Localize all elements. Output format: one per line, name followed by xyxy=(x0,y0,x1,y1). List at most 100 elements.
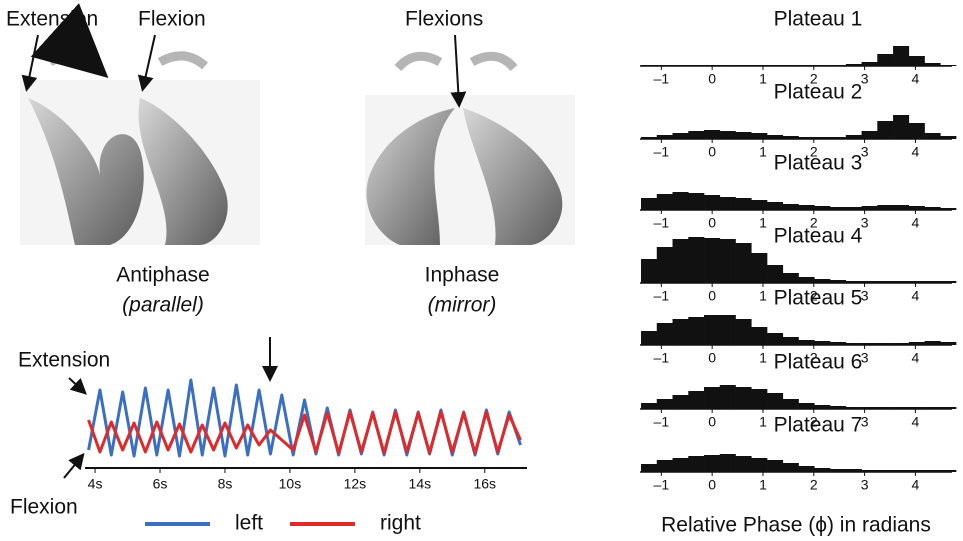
bar xyxy=(767,393,784,409)
bar xyxy=(672,239,689,283)
x-tick-label: –1 xyxy=(654,288,670,304)
x-tick-label: 1 xyxy=(759,215,767,231)
bar xyxy=(924,281,941,283)
bar xyxy=(782,273,799,283)
bar xyxy=(830,137,847,139)
bar xyxy=(688,237,705,283)
bar xyxy=(924,341,941,345)
x-tick-label: 1 xyxy=(759,414,767,430)
x-tick-label: 4 xyxy=(912,414,920,430)
histogram-title: Plateau 3 xyxy=(774,152,863,175)
bar xyxy=(893,205,910,210)
bar xyxy=(861,343,878,345)
x-tick-label: 2 xyxy=(810,71,818,87)
bar xyxy=(924,407,941,409)
bar xyxy=(798,403,815,409)
x-tick-label: 0 xyxy=(708,350,716,366)
bar xyxy=(845,469,862,472)
bar xyxy=(861,62,878,66)
x-tick-label: 14s xyxy=(409,476,432,492)
bar xyxy=(861,281,878,283)
label: Flexions xyxy=(405,8,483,31)
x-tick-label: 4 xyxy=(912,350,920,366)
bar xyxy=(719,239,736,283)
bar xyxy=(782,399,799,409)
bar xyxy=(641,259,658,283)
bar xyxy=(656,247,673,283)
bar xyxy=(656,194,673,210)
bar xyxy=(830,280,847,283)
x-tick-label: 0 xyxy=(708,477,716,493)
x-tick-label: 2 xyxy=(810,215,818,231)
x-tick-label: 4s xyxy=(88,476,103,492)
x-tick-label: 0 xyxy=(708,288,716,304)
bar xyxy=(814,468,831,472)
x-tick-label: 2 xyxy=(810,414,818,430)
bar xyxy=(688,193,705,210)
bar xyxy=(767,460,784,472)
bar xyxy=(908,123,925,139)
bar xyxy=(814,341,831,345)
bar xyxy=(782,463,799,472)
bar xyxy=(845,281,862,283)
bar xyxy=(845,343,862,345)
label: (mirror) xyxy=(428,294,497,317)
label: Inphase xyxy=(425,264,500,287)
bar xyxy=(830,342,847,345)
x-tick-label: 2 xyxy=(810,288,818,304)
x-tick-label: 3 xyxy=(861,477,869,493)
bar xyxy=(767,333,784,345)
bar xyxy=(688,456,705,472)
bar xyxy=(845,207,862,210)
x-tick-label: 1 xyxy=(759,288,767,304)
bar xyxy=(940,281,957,283)
legend-label: left xyxy=(235,512,263,535)
x-tick-label: 1 xyxy=(759,144,767,160)
x-tick-label: 3 xyxy=(861,350,869,366)
bar xyxy=(641,137,658,139)
bar xyxy=(782,204,799,210)
bar xyxy=(924,207,941,210)
bar xyxy=(798,205,815,210)
bar xyxy=(735,456,752,472)
bar xyxy=(688,391,705,409)
bar xyxy=(782,136,799,139)
bar xyxy=(719,454,736,472)
bar xyxy=(877,470,894,472)
bar xyxy=(893,281,910,283)
histogram-title: Plateau 6 xyxy=(774,351,863,374)
bar xyxy=(893,46,910,66)
x-tick-label: 0 xyxy=(708,414,716,430)
bar xyxy=(798,137,815,139)
bar xyxy=(877,205,894,210)
x-tick-label: 12s xyxy=(344,476,367,492)
hand-photos xyxy=(20,3,575,479)
bar xyxy=(751,389,768,409)
x-tick-label: –1 xyxy=(654,71,670,87)
bar xyxy=(641,403,658,409)
legend-label: right xyxy=(380,512,421,535)
bar xyxy=(704,455,721,472)
bar xyxy=(704,195,721,210)
bar xyxy=(877,343,894,345)
bar xyxy=(798,340,815,345)
bar xyxy=(893,407,910,409)
bar xyxy=(814,137,831,139)
bar xyxy=(751,133,768,139)
bar xyxy=(704,130,721,139)
bar xyxy=(735,387,752,409)
bar xyxy=(672,319,689,345)
bar xyxy=(908,342,925,345)
bar xyxy=(751,253,768,283)
bar xyxy=(767,135,784,139)
bar xyxy=(735,132,752,139)
x-tick-label: 10s xyxy=(279,476,302,492)
bar xyxy=(672,458,689,472)
x-tick-label: 3 xyxy=(861,144,869,160)
bar xyxy=(767,265,784,283)
bar xyxy=(641,198,658,210)
bar xyxy=(893,343,910,345)
x-tick-label: 1 xyxy=(759,71,767,87)
bar xyxy=(672,192,689,210)
bar xyxy=(656,399,673,409)
